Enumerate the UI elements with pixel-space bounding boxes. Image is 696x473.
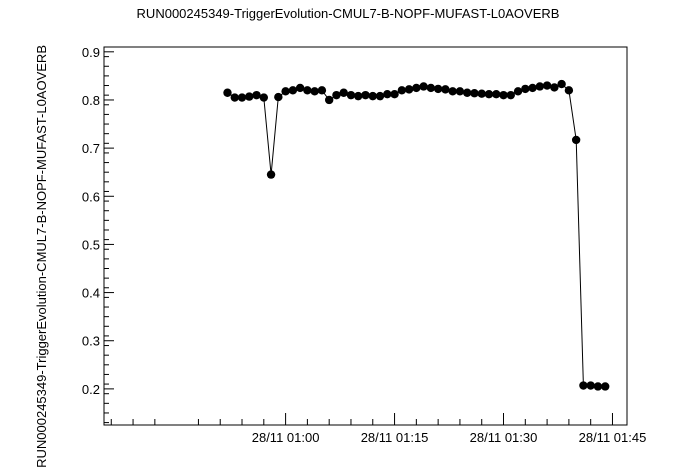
data-point: [361, 90, 370, 100]
y-tick-label-1: 0.3: [82, 334, 100, 349]
data-point: [346, 90, 356, 100]
plot-frame: [103, 46, 628, 426]
data-point: [499, 90, 508, 100]
data-point: [521, 84, 530, 94]
data-point: [441, 85, 450, 94]
data-point: [455, 87, 465, 96]
data-point: [295, 83, 305, 93]
data-point: [419, 82, 428, 91]
data-point: [281, 87, 290, 96]
data-point: [317, 86, 327, 95]
y-tick-label-7: 0.9: [82, 45, 100, 60]
data-point: [448, 87, 457, 96]
data-point: [324, 95, 334, 105]
data-point: [245, 92, 254, 101]
data-point: [237, 93, 247, 102]
data-point: [571, 135, 581, 145]
y-tick-label-6: 0.8: [82, 93, 100, 108]
data-point: [412, 83, 421, 93]
data-point: [274, 92, 283, 102]
data-point: [433, 84, 443, 94]
data-point: [477, 89, 486, 98]
y-tick-label-0: 0.2: [82, 382, 100, 397]
x-tick-label-3: 28/11 01:45: [579, 430, 647, 445]
x-tick-label-0: 28/11 01:00: [252, 430, 320, 445]
data-point: [506, 90, 515, 100]
x-tick-label-1: 28/11 01:15: [361, 430, 429, 445]
data-point: [484, 89, 494, 99]
data-point: [383, 89, 392, 99]
data-point: [223, 88, 232, 97]
data-point: [586, 381, 595, 390]
data-point: [303, 86, 312, 95]
data-point: [288, 86, 298, 95]
y-tick-label-3: 0.5: [82, 237, 100, 252]
series-line-0: [227, 83, 606, 387]
data-point: [310, 87, 319, 96]
data-point: [550, 83, 559, 92]
data-point: [332, 90, 341, 100]
y-tick-label-4: 0.6: [82, 189, 100, 204]
data-point: [397, 86, 407, 95]
data-point: [462, 88, 472, 97]
data-point: [535, 82, 545, 91]
data-point: [252, 90, 261, 100]
data-point: [492, 89, 501, 99]
data-point: [470, 89, 479, 98]
data-point: [426, 83, 436, 93]
data-point: [542, 81, 552, 90]
data-point: [375, 91, 385, 101]
data-point: [266, 170, 276, 179]
data-point: [528, 83, 537, 93]
data-point: [339, 88, 348, 97]
data-point: [390, 89, 399, 99]
data-point: [368, 91, 377, 101]
y-tick-label-5: 0.7: [82, 141, 100, 156]
y-tick-label-2: 0.4: [82, 286, 100, 301]
data-point: [354, 91, 363, 101]
x-tick-label-2: 28/11 01:30: [470, 430, 538, 445]
data-point: [579, 381, 588, 390]
data-point: [601, 382, 610, 391]
data-point: [259, 93, 269, 102]
data-point: [564, 86, 574, 95]
data-point: [513, 87, 523, 96]
data-point: [404, 85, 414, 94]
data-point: [557, 79, 566, 89]
data-point: [230, 93, 239, 102]
y-axis-label: RUN000245349-TriggerEvolution-CMUL7-B-NO…: [34, 45, 49, 468]
data-point: [593, 382, 603, 391]
chart-title: RUN000245349-TriggerEvolution-CMUL7-B-NO…: [136, 6, 560, 21]
